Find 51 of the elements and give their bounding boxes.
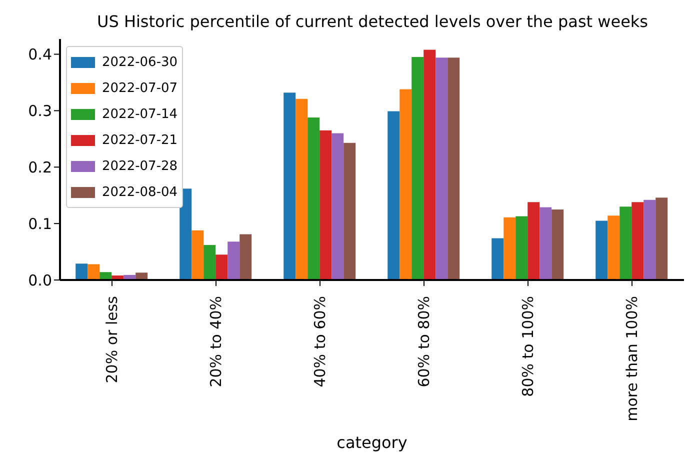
bar xyxy=(180,188,192,280)
x-tick-label: more than 100% xyxy=(623,296,641,422)
bar xyxy=(620,206,632,280)
bar xyxy=(412,57,424,280)
bar xyxy=(388,111,400,280)
bar xyxy=(552,209,564,280)
bar xyxy=(528,202,540,280)
x-axis-title: category xyxy=(336,433,408,452)
bar xyxy=(504,217,516,280)
bar xyxy=(76,264,88,280)
legend-label: 2022-07-14 xyxy=(102,106,178,122)
bar xyxy=(308,117,320,280)
bar xyxy=(436,58,448,280)
y-tick-label: 0.2 xyxy=(28,158,52,176)
y-tick-label: 0.4 xyxy=(28,46,52,64)
bar xyxy=(632,202,644,280)
bar xyxy=(332,133,344,280)
bar xyxy=(192,230,204,280)
x-tick-label: 20% or less xyxy=(103,296,121,384)
bar xyxy=(400,89,412,280)
chart-title: US Historic percentile of current detected levels over the past weeks xyxy=(96,12,650,31)
bar xyxy=(204,245,216,280)
bar xyxy=(296,98,308,280)
bar xyxy=(216,254,228,280)
bar xyxy=(228,242,240,280)
bar xyxy=(644,200,656,280)
legend-label: 2022-07-21 xyxy=(102,132,178,148)
y-tick-label: 0.1 xyxy=(28,214,52,233)
bar xyxy=(656,198,668,280)
bar xyxy=(448,58,460,280)
bar xyxy=(540,207,552,280)
legend-label: 2022-07-07 xyxy=(102,80,178,96)
x-tick-label: 40% to 60% xyxy=(311,296,329,388)
legend-label: 2022-07-28 xyxy=(102,158,178,174)
y-tick-label: 0.0 xyxy=(28,271,52,290)
bar xyxy=(424,50,436,280)
bar xyxy=(596,220,608,280)
x-tick-label: 20% to 40% xyxy=(207,296,225,388)
bar xyxy=(492,238,504,280)
x-tick-label: 60% to 80% xyxy=(415,296,433,388)
bar xyxy=(88,264,100,280)
bar xyxy=(344,142,356,280)
y-tick-label: 0.3 xyxy=(28,102,52,120)
bar xyxy=(516,216,528,280)
bar xyxy=(284,92,296,280)
x-tick-label: 80% to 100% xyxy=(519,296,537,397)
legend-label: 2022-08-04 xyxy=(102,184,178,200)
bar xyxy=(608,216,620,280)
bar xyxy=(320,130,332,280)
legend-label: 2022-06-30 xyxy=(102,54,178,70)
bar xyxy=(240,234,252,280)
